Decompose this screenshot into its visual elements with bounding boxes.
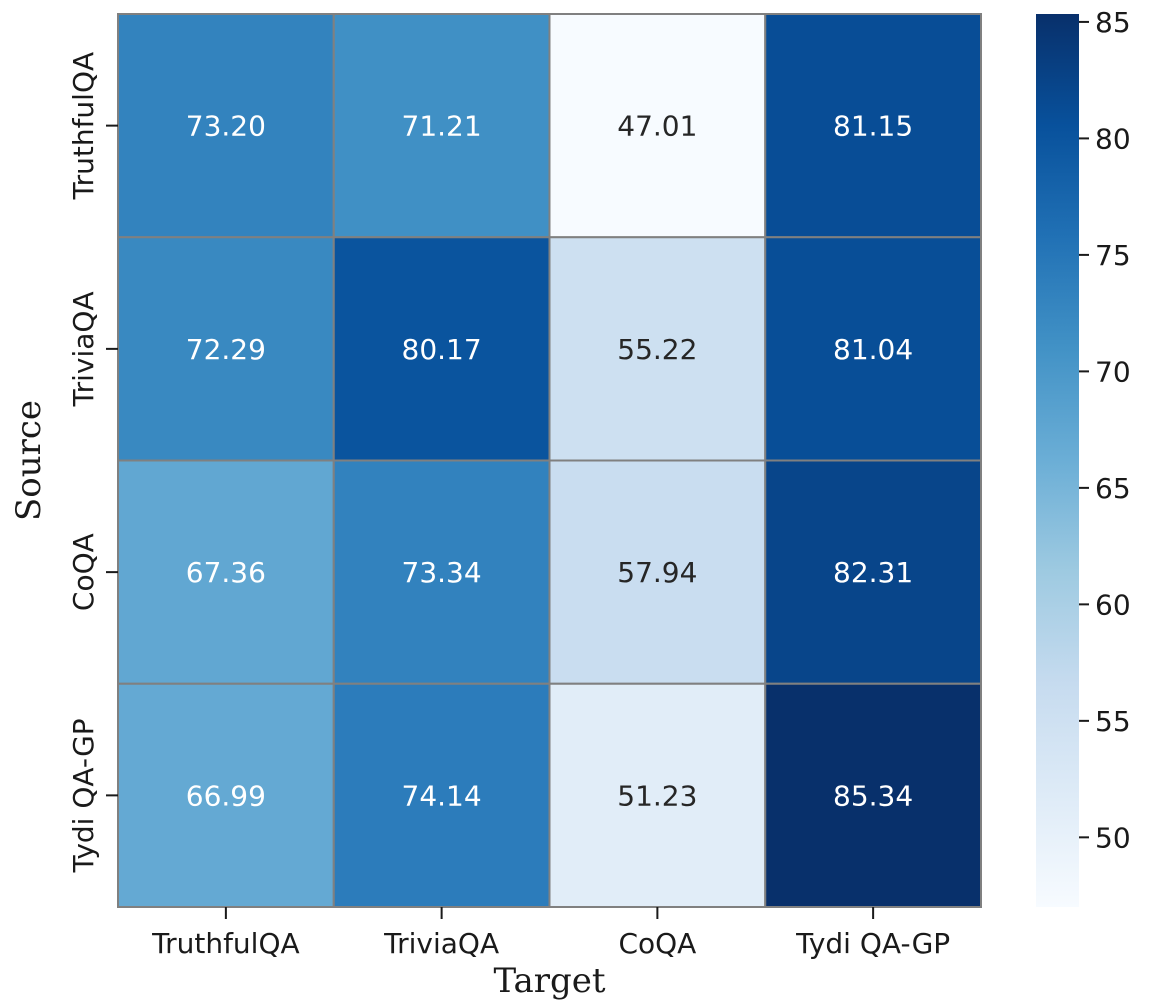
- x-axis: TruthfulQA TriviaQA CoQA Tydi QA-GP: [151, 907, 950, 960]
- cell-value-label: 47.01: [617, 110, 697, 143]
- cell-value-label: 51.23: [617, 779, 697, 812]
- x-tick-label: TruthfulQA: [151, 927, 300, 960]
- heatmap-cell: [332, 13, 551, 239]
- heatmap-cell: [117, 682, 335, 908]
- cell-value-label: 73.20: [186, 110, 266, 143]
- colorbar-tick-label: 50: [1095, 821, 1131, 854]
- cell-value-label: 82.31: [833, 556, 913, 589]
- cell-value-label: 73.34: [402, 556, 482, 589]
- heatmap-cell: [332, 459, 551, 685]
- cell-value-label: 71.21: [402, 110, 482, 143]
- cell-value-label: 81.15: [833, 110, 913, 143]
- heatmap-cell: [764, 459, 982, 685]
- cell-value-label: 72.29: [186, 333, 266, 366]
- colorbar-tick-label: 55: [1095, 705, 1131, 738]
- colorbar-gradient: [1036, 14, 1079, 907]
- y-axis: TruthfulQA TriviaQA CoQA Tydi QA-GP: [67, 52, 118, 873]
- colorbar-tick-label: 75: [1095, 239, 1131, 272]
- cell-value-label: 74.14: [402, 779, 482, 812]
- heatmap-cell: [764, 13, 982, 239]
- colorbar-tick-label: 70: [1095, 355, 1131, 388]
- heatmap-cell-labels: 73.20 71.21 47.01 81.15 72.29 80.17 55.22 81.04…: [186, 110, 913, 813]
- heatmap-cell: [764, 682, 982, 908]
- cell-value-label: 67.36: [186, 556, 266, 589]
- colorbar-tick-label: 85: [1095, 6, 1131, 39]
- y-axis-title: Source: [9, 400, 49, 521]
- heatmap-cell: [117, 13, 335, 239]
- x-axis-title: Target: [493, 961, 605, 1001]
- colorbar-tick-label: 60: [1095, 588, 1131, 621]
- cell-value-label: 81.04: [833, 333, 913, 366]
- x-tick-label: Tydi QA-GP: [795, 927, 950, 960]
- heatmap-cell: [548, 13, 767, 239]
- heatmap-cell: [764, 236, 982, 462]
- cell-value-label: 57.94: [617, 556, 697, 589]
- y-tick-label: Tydi QA-GP: [67, 718, 100, 873]
- colorbar: 50 55 60 65 70 75 80 85: [1036, 6, 1131, 907]
- colorbar-tick-label: 80: [1095, 122, 1131, 155]
- x-tick-label: CoQA: [618, 927, 696, 960]
- y-tick-label: TriviaQA: [67, 291, 100, 407]
- cell-value-label: 80.17: [402, 333, 482, 366]
- cell-value-label: 66.99: [186, 779, 266, 812]
- y-tick-label: CoQA: [67, 533, 100, 611]
- heatmap-cell: [332, 236, 551, 462]
- heatmap-cell: [548, 682, 767, 908]
- x-tick-label: TriviaQA: [383, 927, 499, 960]
- y-tick-label: TruthfulQA: [67, 52, 100, 201]
- heatmap-cells: [117, 13, 982, 908]
- heatmap-cell: [332, 682, 551, 908]
- colorbar-tick-label: 65: [1095, 472, 1131, 505]
- cell-value-label: 85.34: [833, 779, 913, 812]
- cell-value-label: 55.22: [617, 333, 697, 366]
- heatmap-cell: [117, 236, 335, 462]
